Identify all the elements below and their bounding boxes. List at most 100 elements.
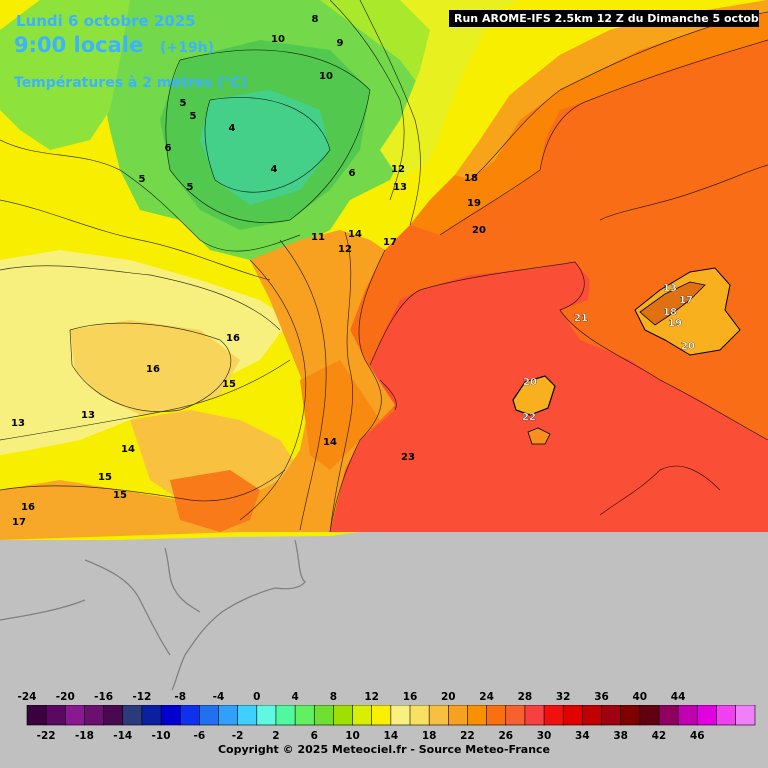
legend-top-label: 28 <box>517 691 533 703</box>
isotherm-label: 8 <box>312 14 319 25</box>
legend-swatch <box>620 705 641 726</box>
isotherm-label: 18 <box>464 173 478 184</box>
legend-swatch <box>735 705 756 726</box>
legend-swatch <box>582 705 603 726</box>
legend-colorbar <box>26 705 756 726</box>
isotherm-label: 20 <box>523 377 537 388</box>
legend-swatch <box>505 705 526 726</box>
legend-swatch <box>409 705 430 726</box>
legend-swatch <box>179 705 200 726</box>
legend-bottom-label: 14 <box>383 730 399 742</box>
legend-swatch <box>467 705 488 726</box>
legend-swatch <box>524 705 545 726</box>
isotherm-label: 17 <box>12 517 26 528</box>
legend-top-label: 8 <box>329 691 338 703</box>
isotherm-label: 19 <box>668 318 682 329</box>
island-mallorca <box>634 267 741 356</box>
legend-swatch <box>256 705 277 726</box>
legend-top-label: 32 <box>555 691 571 703</box>
legend-swatch <box>237 705 258 726</box>
legend-swatch <box>639 705 660 726</box>
legend-bottom-label: -22 <box>36 730 56 742</box>
legend-top-label: 4 <box>291 691 299 703</box>
lead-time: (+19h) <box>160 40 214 56</box>
legend-swatch <box>428 705 449 726</box>
isotherm-label: 13 <box>663 283 677 294</box>
parameter-title: Températures à 2 mètres (°C) <box>14 75 248 91</box>
isotherm-label: 20 <box>681 341 695 352</box>
isotherm-label: 10 <box>271 34 285 45</box>
legend-top-label: 40 <box>632 691 648 703</box>
isotherm-label: 14 <box>121 444 135 455</box>
legend-swatch <box>696 705 718 726</box>
legend-top-label: -12 <box>132 691 152 703</box>
legend-top-label: 44 <box>670 691 686 703</box>
legend-bottom-label: 46 <box>689 730 705 742</box>
isotherm-label: 22 <box>522 412 536 423</box>
legend-top-label: -8 <box>174 691 187 703</box>
isotherm-label: 14 <box>323 437 337 448</box>
isotherm-label: 16 <box>146 364 160 375</box>
legend-bottom-label: 42 <box>651 730 667 742</box>
country-borders <box>0 539 306 691</box>
legend-swatch <box>84 705 105 726</box>
isotherm-label: 13 <box>11 418 25 429</box>
legend-swatch <box>390 705 411 726</box>
legend-top-label: -24 <box>17 691 37 703</box>
isotherm-label: 15 <box>222 379 236 390</box>
legend-swatch <box>45 705 66 726</box>
isotherm-label: 5 <box>187 182 194 193</box>
isotherm-label: 9 <box>337 38 344 49</box>
isotherm-label: 11 <box>311 232 325 243</box>
island-ibiza <box>512 375 556 445</box>
isotherm-label: 13 <box>81 410 95 421</box>
isotherm-label: 14 <box>348 229 362 240</box>
isotherm-label: 17 <box>679 295 693 306</box>
isotherm-label: 16 <box>226 333 240 344</box>
legend-swatch <box>352 705 373 726</box>
legend-swatch <box>716 705 737 726</box>
isotherm-label: 6 <box>165 143 172 154</box>
isotherm-label: 5 <box>190 111 197 122</box>
forecast-time: 9:00 locale <box>14 33 144 57</box>
outside-domain <box>0 532 768 690</box>
legend-swatch <box>371 705 392 726</box>
isotherm-label: 15 <box>98 472 112 483</box>
legend-bottom-label: 10 <box>345 730 360 742</box>
legend-top-label: -4 <box>212 691 225 703</box>
legend-swatch <box>141 705 162 726</box>
legend-swatch <box>26 705 47 726</box>
legend-swatch <box>313 705 335 726</box>
legend-bottom-label: 30 <box>536 730 552 742</box>
legend-bottom-label: -2 <box>231 730 244 742</box>
isotherm-label: 6 <box>349 168 356 179</box>
legend-top-label: -16 <box>94 691 114 703</box>
isotherm-label: 12 <box>391 164 405 175</box>
legend-bottom-label: 22 <box>460 730 475 742</box>
isotherm-label: 4 <box>229 123 236 134</box>
legend-swatch <box>65 705 86 726</box>
legend-swatch <box>199 705 220 726</box>
legend-bottom-label: 2 <box>272 730 280 742</box>
legend-swatch <box>275 705 296 726</box>
legend-swatch <box>160 705 181 726</box>
isotherm-label: 18 <box>663 307 677 318</box>
isotherm-label: 15 <box>113 490 127 501</box>
model-domain <box>0 0 768 540</box>
coastal-sea-band <box>410 0 768 235</box>
legend-swatch <box>103 705 124 726</box>
isotherm-label: 5 <box>180 98 187 109</box>
legend-bottom-label: 18 <box>421 730 437 742</box>
legend-swatch <box>486 705 507 726</box>
legend-bottom-label: 6 <box>310 730 318 742</box>
copyright-text: Copyright © 2025 Meteociel.fr - Source M… <box>217 743 551 756</box>
legend-top-label: 24 <box>479 691 494 703</box>
legend-bottom-label: -18 <box>74 730 94 742</box>
legend-swatch <box>562 705 583 726</box>
isotherm-label: 12 <box>338 244 352 255</box>
color-legend: -24 -20 -16 -12 -8 -4 0 4 8 12 16 20 24 28 32 36 40 44 -2… <box>0 685 768 765</box>
isotherm-label: 20 <box>472 225 486 236</box>
legend-swatch <box>218 705 239 726</box>
legend-bottom-label: 26 <box>498 730 514 742</box>
legend-bottom-label: 34 <box>575 730 590 742</box>
